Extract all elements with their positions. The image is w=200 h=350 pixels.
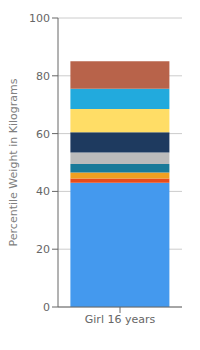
svg-text:20: 20 (36, 243, 50, 256)
svg-text:40: 40 (36, 185, 50, 198)
svg-text:100: 100 (29, 12, 50, 25)
svg-text:60: 60 (36, 128, 50, 141)
svg-text:0: 0 (43, 301, 50, 314)
svg-text:Percentile Weight in Kilograms: Percentile Weight in Kilograms (8, 78, 20, 246)
svg-text:Girl 16 years: Girl 16 years (85, 313, 156, 326)
svg-text:80: 80 (36, 70, 50, 83)
